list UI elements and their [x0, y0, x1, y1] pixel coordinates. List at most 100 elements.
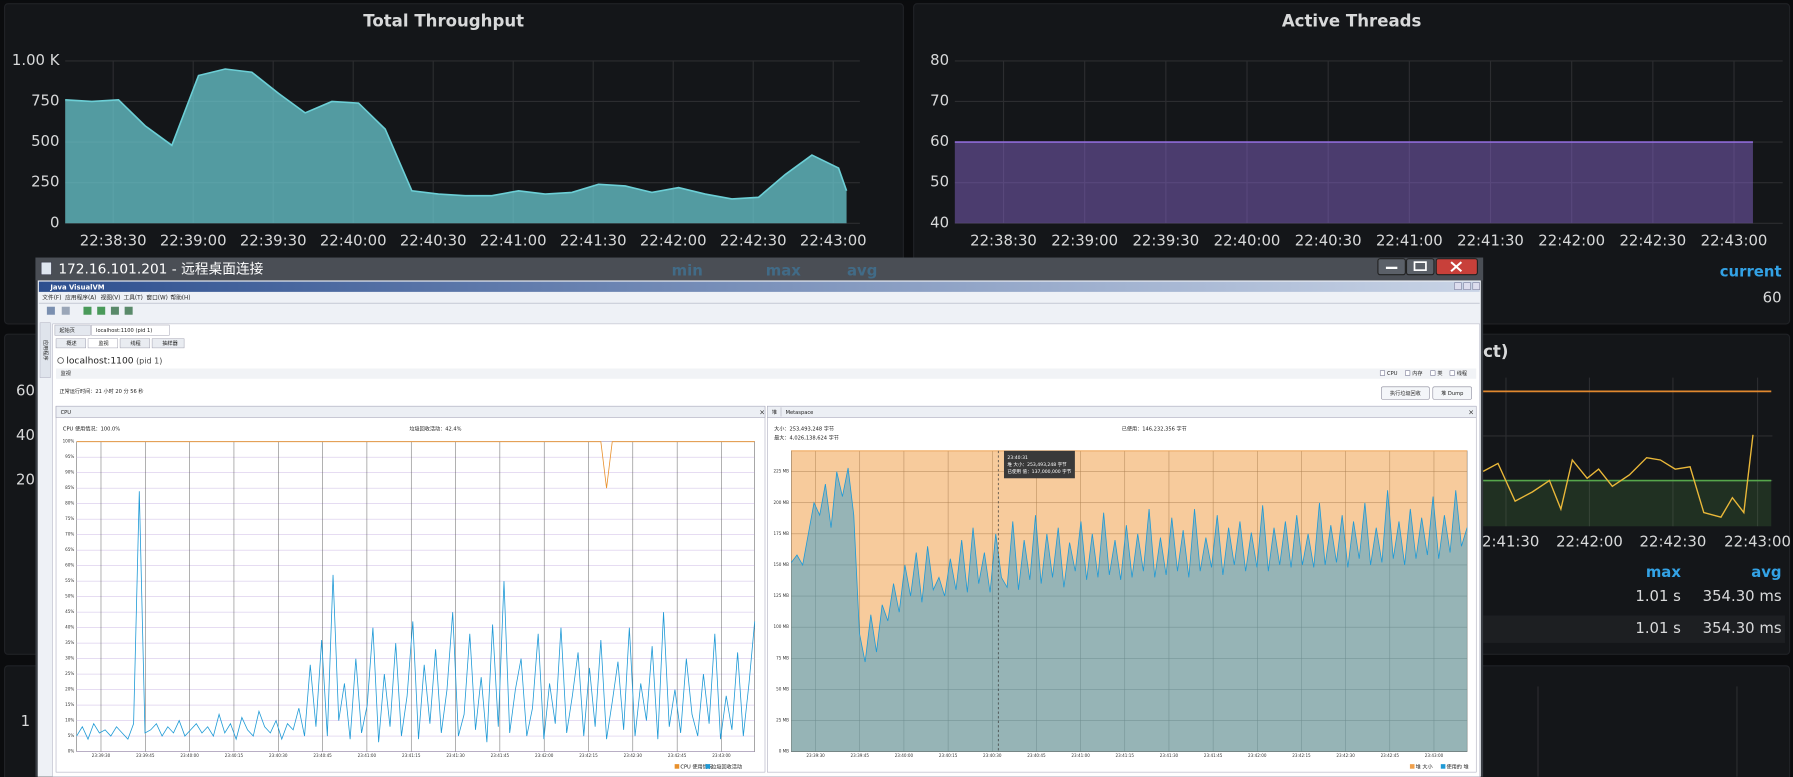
toolbar-button[interactable]: [110, 306, 119, 315]
legend-label: 使用的 堆: [1447, 762, 1469, 770]
tab-label: 起始页: [59, 326, 74, 334]
side-tab[interactable]: [39, 322, 51, 378]
x-tick-label: 23:42:30: [624, 753, 643, 758]
close-icon[interactable]: ×: [1468, 408, 1474, 416]
panel-title: ct): [1483, 342, 1508, 361]
y-tick-label: 100%: [63, 439, 75, 444]
y-tick-label: 750: [31, 91, 59, 109]
menu-item[interactable]: 窗口(W): [146, 294, 168, 302]
gc-button[interactable]: [1381, 386, 1430, 400]
heap-stat: 最大：4,026,138,624 字节: [774, 434, 839, 442]
toolbar-button[interactable]: [46, 306, 55, 315]
y-tick-label: 70%: [65, 532, 74, 537]
checkbox[interactable]: [1449, 370, 1455, 376]
x-tick-label: 22:43:00: [1701, 232, 1768, 250]
x-tick-label: 22:40:00: [320, 232, 387, 250]
y-tick-label: 175 MB: [773, 531, 789, 536]
checkbox[interactable]: [1405, 370, 1411, 376]
line: [65, 68, 848, 200]
title-bar: [35, 257, 1484, 281]
legend-swatch: [674, 764, 680, 769]
y-tick-label: 10%: [65, 718, 74, 723]
y-tick-label: 1: [21, 712, 30, 730]
menu-item[interactable]: 工具(T): [123, 295, 142, 302]
app-control[interactable]: [1472, 282, 1480, 290]
y-tick-label: 25 MB: [776, 717, 789, 722]
y-tick-label: 40%: [65, 625, 74, 630]
x-tick-label: 23:41:00: [358, 753, 377, 758]
close-icon: [1450, 261, 1463, 273]
y-tick-label: 250: [31, 173, 59, 191]
toolbar-button[interactable]: [97, 306, 106, 315]
panel-tab[interactable]: Metaspace: [786, 410, 814, 416]
x-tick-label: 22:39:30: [240, 232, 307, 250]
x-tick-label: 23:41:15: [402, 753, 421, 758]
checkbox[interactable]: [1430, 370, 1436, 376]
subtab[interactable]: [151, 338, 185, 349]
tab[interactable]: [91, 324, 170, 336]
y-tick-label: 60: [930, 132, 949, 150]
legend-value: 60: [1763, 289, 1782, 307]
legend-label: 垃圾回收活动: [711, 762, 742, 770]
legend-value: 354.30 ms: [1703, 619, 1782, 637]
x-tick-label: 23:40:30: [983, 753, 1002, 758]
panel-header: [55, 405, 766, 418]
line: [76, 441, 755, 489]
x-tick-label: 22:39:00: [160, 232, 227, 250]
uptime: 正常运行时间：21 小时 20 分 56 秒: [59, 387, 143, 395]
legend-value: 1.01 s: [1635, 587, 1681, 605]
x-tick-label: 23:41:00: [1071, 753, 1090, 758]
subtab[interactable]: [55, 338, 86, 349]
window-icon: [40, 261, 52, 276]
side-tab-label: 应用程序: [42, 340, 50, 361]
y-tick-label: 40: [16, 426, 35, 444]
y-tick-label: 70: [930, 91, 949, 109]
legend-value: 1.01 s: [1635, 619, 1681, 637]
tab[interactable]: [54, 324, 91, 336]
toolbar-button[interactable]: [61, 306, 70, 315]
y-tick-label: 1.00 K: [12, 51, 61, 69]
area: [791, 467, 1468, 752]
y-tick-label: 50 MB: [776, 686, 789, 691]
y-tick-label: 80: [930, 51, 949, 69]
dashboard-charts: 0 250 500 750 1.00 K 22:38:30 22:39:00 22:39:30…: [12, 51, 1783, 250]
x-tick-label: 22:41:30: [1457, 232, 1524, 250]
close-icon[interactable]: ×: [759, 408, 765, 416]
window-title: 172.16.101.201 - 远程桌面连接: [58, 261, 263, 278]
x-tick-label: 22:42:30: [1640, 532, 1707, 550]
x-tick-label: 23:41:45: [491, 753, 510, 758]
subtab[interactable]: [119, 338, 151, 349]
app-control[interactable]: [1463, 282, 1471, 290]
legend-label: CPU 使用情况: [680, 762, 713, 770]
threshold-band: [1483, 480, 1772, 527]
y-tick-label: 0: [50, 213, 59, 231]
x-tick-label: 22:39:30: [1132, 232, 1199, 250]
x-tick-label: 22:42:00: [1556, 532, 1623, 550]
menu-item[interactable]: 文件(F): [42, 294, 61, 302]
section-bar: [56, 368, 1477, 379]
maximize-button[interactable]: [1405, 258, 1435, 276]
toolbar-button[interactable]: [124, 306, 133, 315]
checkbox-label: 类: [1437, 369, 1442, 377]
app-control[interactable]: [1454, 282, 1462, 290]
y-tick-label: 20%: [65, 687, 74, 692]
menu-item[interactable]: 视图(V): [101, 294, 121, 302]
section-title: 监视: [61, 369, 71, 377]
menu-item[interactable]: 帮助(H): [170, 294, 190, 302]
tooltip: [1003, 450, 1075, 479]
legend-header: current: [1720, 262, 1782, 280]
subtab[interactable]: [87, 338, 119, 349]
heap-stat: 已使用：146,232,356 字节: [1122, 425, 1187, 433]
heap-stat: 大小：253,493,248 字节: [774, 425, 834, 433]
heap-dump-button[interactable]: [1432, 386, 1472, 400]
tooltip-text: 堆 大小：253,493,248 字节: [1007, 461, 1067, 468]
panel-header: [766, 405, 1477, 418]
y-tick-label: 75 MB: [776, 655, 789, 660]
refresh-icon: [57, 357, 64, 364]
minimize-button[interactable]: [1377, 258, 1406, 276]
menu-item[interactable]: 应用程序(A): [65, 294, 96, 302]
toolbar-button[interactable]: [83, 306, 92, 315]
app-title: Java VisualVM: [49, 283, 104, 291]
checkbox[interactable]: [1379, 370, 1386, 376]
